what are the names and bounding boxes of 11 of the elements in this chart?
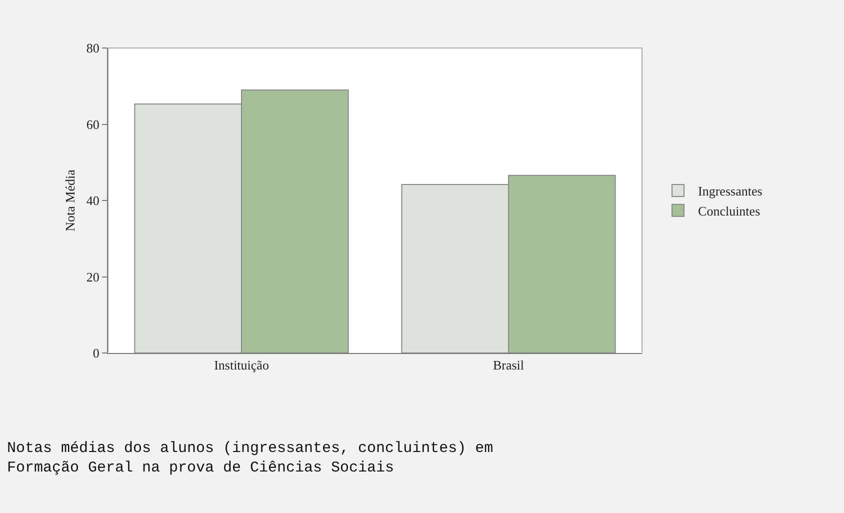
y-tick-label: 40 [86, 193, 100, 208]
y-tick-label: 60 [86, 116, 100, 132]
y-tick-label: 20 [86, 269, 100, 284]
x-tick-label: Instituição [214, 358, 269, 373]
x-tick-label: Brasil [492, 358, 524, 373]
y-tick-label: 0 [92, 346, 100, 361]
y-axis-title: Nota Média [62, 169, 78, 232]
y-tick-label: 80 [86, 40, 100, 56]
legend-label: Concluintes [698, 203, 760, 218]
text: Notas médias dos alunos (ingressantes, concluintes) em Formação Geral na prova de Ciências Sociais [7, 440, 494, 476]
legend-label: Ingressantes [698, 184, 762, 199]
